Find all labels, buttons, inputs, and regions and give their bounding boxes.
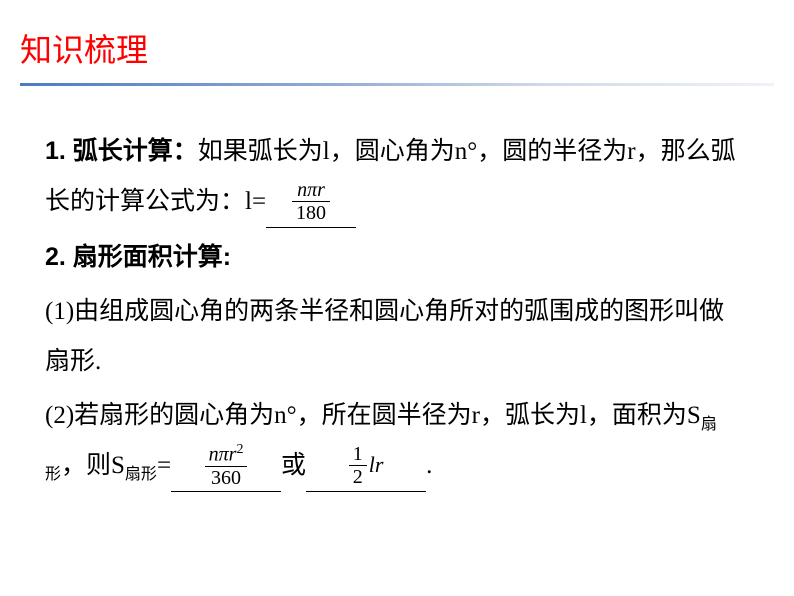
sub1-label: (1) — [45, 298, 74, 325]
formula2-den: 360 — [205, 467, 248, 489]
formula3-rest: lr — [369, 453, 384, 477]
formula-sector-area-1: nπr2 360 — [205, 442, 248, 489]
formula2-sup: 2 — [236, 442, 243, 457]
formula-arc-length: nπr 180 — [292, 179, 330, 224]
sub2-subscript2: 扇形 — [125, 466, 157, 483]
formula-sector-area-2: 1 2 lr — [349, 443, 384, 488]
sub2-text2: ，则S — [61, 452, 125, 479]
formula1-num: nπr — [297, 179, 325, 201]
formula3-frac-den: 2 — [349, 466, 367, 488]
sub2-blank2: 1 2 lr — [306, 441, 426, 492]
sub2-text3: = — [157, 452, 171, 479]
formula2-num: nπr — [209, 444, 237, 466]
item1-label: 1. 弧长计算： — [45, 137, 198, 165]
sub1-text: 由组成圆心角的两条半径和圆心角所对的弧围成的图形叫做扇形. — [45, 298, 724, 375]
item-2: 2. 扇形面积计算: — [45, 232, 749, 283]
formula3-frac-num: 1 — [349, 443, 367, 466]
sub2-blank1: nπr2 360 — [171, 441, 281, 492]
item-2-sub2: (2)若扇形的圆心角为n°，所在圆半径为r，弧长为l，面积为S扇形，则S扇形= … — [45, 391, 749, 492]
sub2-period: . — [426, 452, 432, 479]
item-2-sub1: (1)由组成圆心角的两条半径和圆心角所对的弧围成的图形叫做扇形. — [45, 287, 749, 387]
sub2-or: 或 — [281, 452, 306, 479]
formula1-den: 180 — [292, 202, 330, 224]
page-title: 知识梳理 — [20, 25, 774, 81]
item2-label: 2. 扇形面积计算: — [45, 243, 231, 271]
item1-blank: nπr 180 — [266, 177, 356, 228]
sub2-label: (2) — [45, 402, 74, 429]
sub2-text1: 若扇形的圆心角为n°，所在圆半径为r，弧长为l，面积为S — [74, 402, 701, 429]
content-area: 1. 弧长计算：如果弧长为l，圆心角为n°，圆的半径为r，那么弧长的计算公式为：… — [0, 86, 794, 492]
item-1: 1. 弧长计算：如果弧长为l，圆心角为n°，圆的半径为r，那么弧长的计算公式为：… — [45, 126, 749, 228]
header: 知识梳理 — [0, 0, 794, 86]
